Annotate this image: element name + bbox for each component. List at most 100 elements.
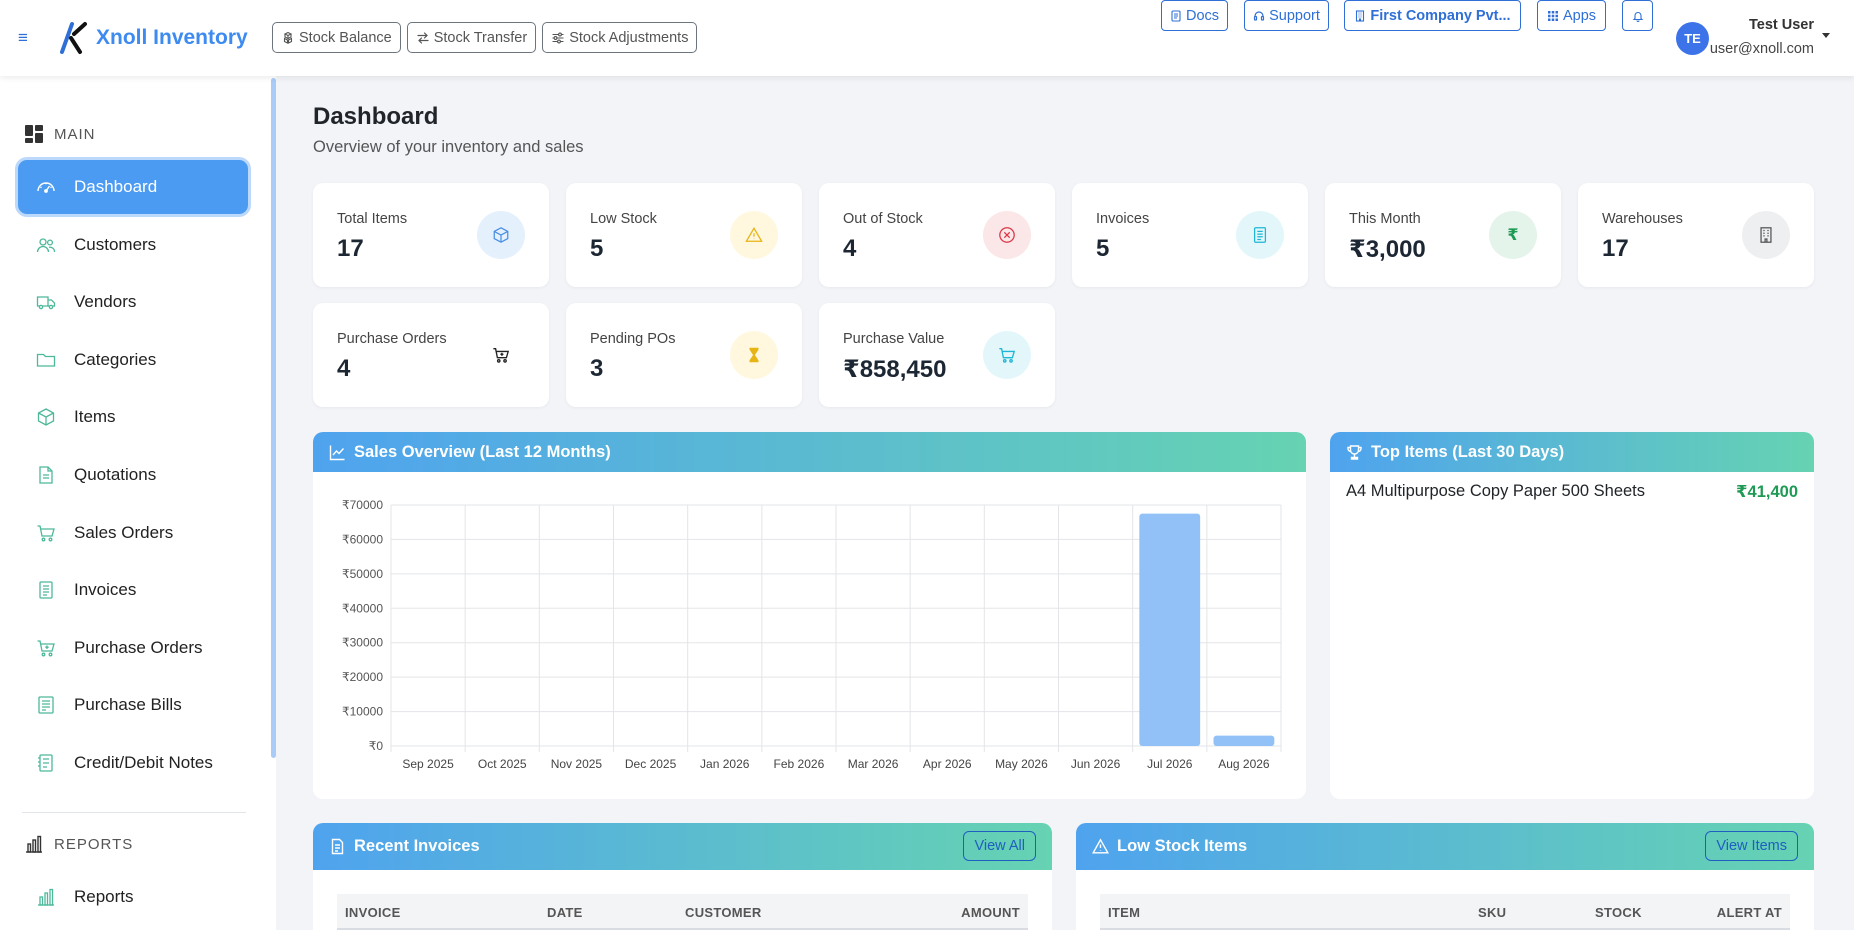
stat-label: Purchase Orders [337, 331, 447, 347]
stat-card-warehouses[interactable]: Warehouses 17 [1578, 183, 1814, 287]
y-tick-label: ₹0 [369, 739, 384, 753]
bill-icon [38, 696, 54, 714]
company-selector-button[interactable]: First Company Pvt... [1344, 0, 1521, 31]
sidebar-item-reports[interactable]: Reports [18, 870, 248, 924]
stat-card-invoices[interactable]: Invoices 5 [1072, 183, 1308, 287]
user-email[interactable]: user@xnoll.com [1709, 41, 1814, 57]
x-tick-label: Dec 2025 [625, 757, 677, 771]
receipt-icon [39, 581, 53, 599]
column-amount[interactable]: AMOUNT [961, 905, 1020, 920]
column-date[interactable]: DATE [547, 905, 583, 920]
sidebar-item-label: Purchase Bills [74, 695, 182, 714]
bar-chart-icon [38, 888, 54, 906]
x-tick-label: Jul 2026 [1147, 757, 1193, 771]
stat-label: Out of Stock [843, 211, 923, 227]
stat-card-purchase-orders[interactable]: Purchase Orders 4 [313, 303, 549, 407]
x-tick-label: Oct 2025 [478, 757, 527, 771]
y-tick-label: ₹20000 [342, 670, 383, 684]
sidebar-item-dashboard[interactable]: Dashboard [18, 160, 248, 214]
sidebar-item-items[interactable]: Items [18, 390, 248, 444]
stat-card-out-of-stock[interactable]: Out of Stock 4 [819, 183, 1055, 287]
view-items-button[interactable]: View Items [1705, 831, 1798, 861]
recent-invoices-table-header: INVOICE DATE CUSTOMER AMOUNT [337, 894, 1028, 930]
stock-balance-button[interactable]: Stock Balance [272, 22, 401, 53]
sidebar-reports-title: REPORTS [54, 835, 134, 853]
recent-invoices-panel: Recent Invoices View All INVOICE DATE CU… [313, 823, 1052, 930]
list-item[interactable]: A4 Multipurpose Copy Paper 500 Sheets ₹4… [1346, 482, 1798, 502]
view-all-invoices-button[interactable]: View All [963, 831, 1036, 861]
stock-adjustments-button[interactable]: Stock Adjustments [542, 22, 698, 53]
y-tick-label: ₹30000 [342, 636, 383, 650]
sidebar-item-customers[interactable]: Customers [18, 218, 248, 272]
sidebar-item-invoices[interactable]: Invoices [18, 563, 248, 617]
cart-icon [37, 525, 55, 542]
column-alert-at[interactable]: ALERT AT [1716, 905, 1782, 920]
sidebar-item-label: Reports [74, 887, 134, 906]
sidebar-item-label: Vendors [74, 292, 137, 311]
sidebar-section-reports: REPORTS [24, 834, 133, 854]
stock-adjustments-label: Stock Adjustments [569, 29, 689, 46]
page-title: Dashboard [313, 103, 439, 130]
stat-value: 17 [337, 235, 364, 262]
building-icon [1742, 211, 1790, 259]
stock-transfer-button[interactable]: Stock Transfer [406, 22, 537, 53]
sidebar-item-vendors[interactable]: Vendors [18, 275, 248, 329]
stat-label: Pending POs [590, 331, 676, 347]
stat-card-pending-pos[interactable]: Pending POs 3 [566, 303, 802, 407]
stat-label: Invoices [1096, 211, 1150, 227]
sidebar-item-sales-orders[interactable]: Sales Orders [18, 506, 248, 560]
bar-aug-2026 [1213, 735, 1275, 746]
stat-value: 4 [843, 235, 857, 262]
column-customer[interactable]: CUSTOMER [685, 905, 762, 920]
quick-links: Stock Balance Stock Transfer Stock Adjus… [272, 22, 698, 53]
sidebar-scrollbar[interactable] [271, 78, 276, 758]
receipt-icon [1236, 211, 1284, 259]
stat-value: 5 [590, 235, 604, 262]
x-tick-label: Nov 2025 [551, 757, 603, 771]
sidebar-item-label: Customers [74, 235, 157, 254]
top-item-name: A4 Multipurpose Copy Paper 500 Sheets [1346, 482, 1646, 500]
sidebar-main-title: MAIN [54, 125, 96, 143]
y-tick-label: ₹50000 [342, 567, 383, 581]
column-sku[interactable]: SKU [1478, 905, 1507, 920]
stat-card-total-items[interactable]: Total Items 17 [313, 183, 549, 287]
sidebar-item-purchase-bills[interactable]: Purchase Bills [18, 678, 248, 732]
y-tick-label: ₹40000 [342, 601, 383, 615]
brand[interactable]: Xnoll Inventory [58, 21, 248, 55]
x-tick-label: Jun 2026 [1071, 757, 1121, 771]
top-navbar: ≡ Xnoll Inventory Stock Balance Stock Tr… [0, 0, 1854, 76]
sidebar-item-purchase-orders[interactable]: Purchase Orders [18, 621, 248, 675]
warning-icon [730, 211, 778, 259]
top-item-amount: ₹41,400 [1736, 483, 1798, 501]
caret-down-icon[interactable] [1822, 33, 1830, 38]
low-stock-header: Low Stock Items View Items [1076, 823, 1814, 870]
box-icon [477, 211, 525, 259]
stat-card-purchase-value[interactable]: Purchase Value ₹858,450 [819, 303, 1055, 407]
stat-card-low-stock[interactable]: Low Stock 5 [566, 183, 802, 287]
sidebar-item-quotations[interactable]: Quotations [18, 448, 248, 502]
sidebar-item-credit-debit-notes[interactable]: Credit/Debit Notes [18, 736, 248, 790]
sidebar-item-categories[interactable]: Categories [18, 333, 248, 387]
avatar[interactable]: TE [1676, 22, 1709, 55]
docs-button[interactable]: Docs [1161, 0, 1228, 31]
notifications-button[interactable] [1622, 0, 1653, 31]
stock-balance-label: Stock Balance [299, 29, 392, 46]
stat-value: 3 [590, 355, 604, 382]
user-name[interactable]: Test User [1748, 17, 1814, 33]
column-invoice[interactable]: INVOICE [345, 905, 401, 920]
sidebar: MAIN Dashboard Customers Vendors Categor… [0, 76, 276, 930]
stat-card-this-month[interactable]: This Month ₹3,000 ₹ [1325, 183, 1561, 287]
support-button[interactable]: Support [1244, 0, 1329, 31]
column-item[interactable]: ITEM [1108, 905, 1141, 920]
stat-value: 5 [1096, 235, 1110, 262]
cart-icon [477, 331, 525, 379]
stat-value: 17 [1602, 235, 1629, 262]
apps-button[interactable]: Apps [1537, 0, 1606, 31]
column-stock[interactable]: STOCK [1595, 905, 1642, 920]
x-tick-label: Jan 2026 [700, 757, 750, 771]
menu-toggle-icon[interactable]: ≡ [18, 28, 28, 47]
low-stock-table-header: ITEM SKU STOCK ALERT AT [1100, 894, 1790, 930]
stat-label: Low Stock [590, 211, 657, 227]
stat-value: ₹3,000 [1349, 236, 1426, 263]
arrows-icon [417, 31, 429, 44]
